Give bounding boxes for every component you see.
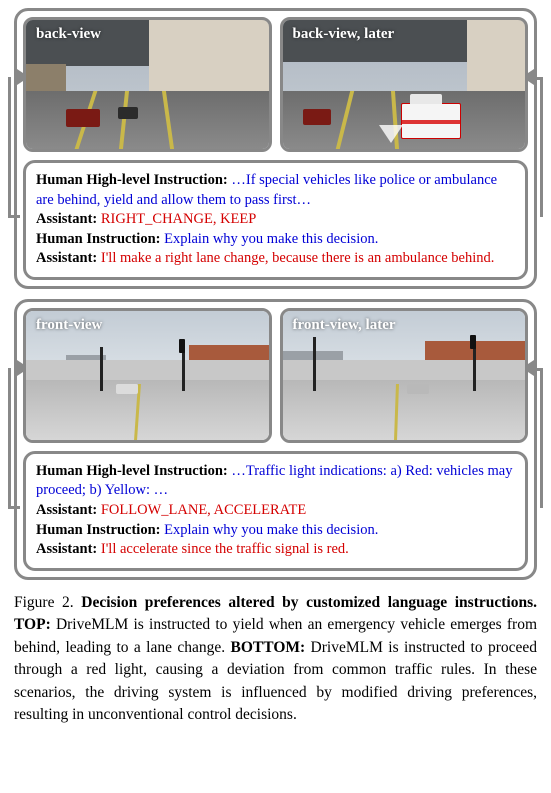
caption-title: Decision preferences altered by customiz… bbox=[74, 594, 537, 611]
assistant-label: Assistant: bbox=[36, 541, 97, 557]
road bbox=[26, 91, 269, 149]
caption-bottom-label: BOTTOM: bbox=[231, 639, 306, 656]
arrow-line bbox=[8, 215, 20, 218]
arrow-line bbox=[8, 506, 20, 509]
dialog-line: Human Instruction: Explain why you make … bbox=[36, 521, 515, 541]
figure-caption: Figure 2. Decision preferences altered b… bbox=[14, 592, 537, 727]
scene-label: front-view bbox=[36, 317, 102, 334]
scene-label: back-view, later bbox=[293, 26, 395, 43]
car-red bbox=[303, 109, 331, 125]
assistant-label: Assistant: bbox=[36, 211, 97, 227]
hi-label: Human Instruction: bbox=[36, 231, 160, 247]
dialog-line: Human High-level Instruction: …Traffic l… bbox=[36, 462, 515, 501]
hhi-label: Human High-level Instruction: bbox=[36, 463, 228, 479]
scene-label: back-view bbox=[36, 26, 101, 43]
assistant-text: I'll make a right lane change, because t… bbox=[101, 250, 495, 266]
dialog-line: Assistant: FOLLOW_LANE, ACCELERATE bbox=[36, 501, 515, 521]
assistant-text: I'll accelerate since the traffic signal… bbox=[101, 541, 349, 557]
scene-back-view: back-view bbox=[23, 17, 272, 152]
assistant-label: Assistant: bbox=[36, 502, 97, 518]
dialog-line: Assistant: I'll make a right lane change… bbox=[36, 249, 515, 269]
assistant-label: Assistant: bbox=[36, 250, 97, 266]
dialog-line: Human Instruction: Explain why you make … bbox=[36, 230, 515, 250]
traffic-light-icon bbox=[470, 335, 476, 349]
car-grey bbox=[407, 384, 429, 394]
figure-number: Figure 2. bbox=[14, 594, 74, 611]
hi-label: Human Instruction: bbox=[36, 522, 160, 538]
ambulance bbox=[401, 103, 461, 139]
top-image-row: back-view back-view, later bbox=[23, 17, 528, 152]
hi-text: Explain why you make this decision. bbox=[164, 522, 378, 538]
scene-back-view-later: back-view, later bbox=[280, 17, 529, 152]
top-panel-group: back-view back-view, later Human High-le… bbox=[14, 8, 537, 289]
ambulance-stripe bbox=[402, 120, 460, 124]
caption-top-label: TOP: bbox=[14, 616, 51, 633]
tunnel-wall bbox=[149, 20, 269, 100]
hhi-label: Human High-level Instruction: bbox=[36, 172, 228, 188]
bottom-image-row: front-view front-view, later bbox=[23, 308, 528, 443]
dialog-line: Assistant: RIGHT_CHANGE, KEEP bbox=[36, 210, 515, 230]
bottom-panel-group: front-view front-view, later Human High-… bbox=[14, 299, 537, 580]
dialog-line: Human High-level Instruction: …If specia… bbox=[36, 171, 515, 210]
tunnel-wall bbox=[467, 20, 525, 98]
ambulance-cab bbox=[410, 94, 442, 104]
scene-front-view: front-view bbox=[23, 308, 272, 443]
arrow-line bbox=[8, 77, 11, 217]
car-grey bbox=[116, 384, 138, 394]
car-dark bbox=[118, 107, 138, 119]
bottom-dialog-box: Human High-level Instruction: …Traffic l… bbox=[23, 451, 528, 571]
assistant-text: FOLLOW_LANE, ACCELERATE bbox=[101, 502, 306, 518]
hi-text: Explain why you make this decision. bbox=[164, 231, 378, 247]
traffic-light-icon bbox=[179, 339, 185, 353]
arrow-line bbox=[540, 368, 543, 508]
car-red bbox=[66, 109, 100, 127]
traffic-pole bbox=[313, 337, 316, 391]
assistant-text: RIGHT_CHANGE, KEEP bbox=[101, 211, 256, 227]
top-dialog-box: Human High-level Instruction: …If specia… bbox=[23, 160, 528, 280]
arrow-line bbox=[540, 77, 543, 217]
scene-label: front-view, later bbox=[293, 317, 396, 334]
scene-front-view-later: front-view, later bbox=[280, 308, 529, 443]
road bbox=[283, 380, 526, 440]
road bbox=[26, 380, 269, 440]
traffic-pole bbox=[100, 347, 103, 391]
arrow-line bbox=[8, 368, 11, 508]
dialog-line: Assistant: I'll accelerate since the tra… bbox=[36, 540, 515, 560]
overlay-arrow-icon bbox=[379, 125, 403, 143]
